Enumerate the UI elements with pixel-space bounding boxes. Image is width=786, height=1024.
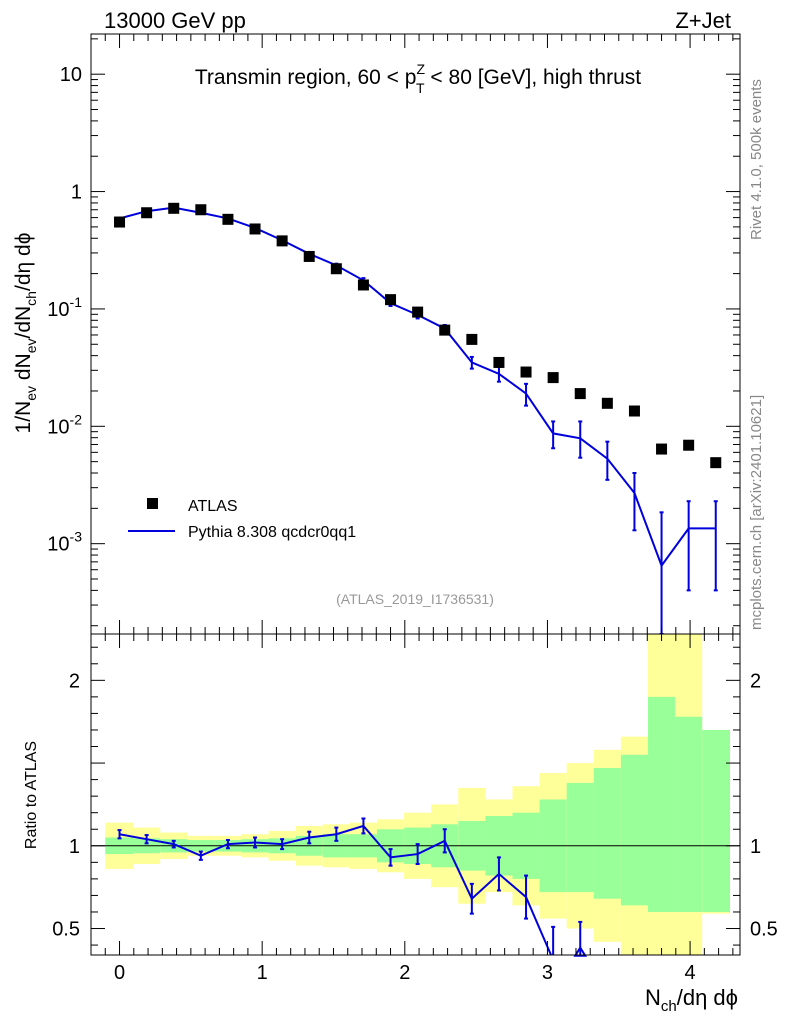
uncertainty-band-inner	[647, 696, 676, 912]
y-tick-label: 10-3	[47, 529, 82, 556]
atlas-data-point	[574, 388, 586, 400]
region-title-prefix: Transmin region, 60 < p	[195, 66, 417, 89]
atlas-data-point	[520, 366, 532, 378]
uncertainty-band-inner	[675, 716, 703, 912]
legend-atlas-marker	[147, 498, 158, 509]
uncertainty-band-inner	[620, 754, 648, 906]
atlas-data-point	[249, 223, 261, 235]
uncertainty-band-inner	[566, 782, 594, 893]
x-axis-label: Nch/dη dϕ	[645, 985, 738, 1015]
atlas-data-point	[628, 405, 640, 417]
atlas-data-point	[141, 207, 153, 219]
atlas-data-point	[276, 235, 288, 247]
ratio-ylabel: Ratio to ATLAS	[23, 741, 40, 849]
ratio-y-tick-label: 0.5	[52, 919, 80, 941]
region-title-sub: T	[416, 80, 425, 96]
legend-pythia-label: Pythia 8.308 qcdcr0qq1	[188, 524, 356, 541]
x-tick-label: 4	[685, 962, 696, 984]
ratio-y-tick-label-right: 0.5	[750, 919, 778, 941]
atlas-data-point	[710, 457, 722, 469]
main-plot-content	[114, 202, 722, 635]
atlas-data-point	[357, 279, 369, 291]
region-title-suffix: < 80 [GeV], high thrust	[425, 66, 642, 89]
ratio-ticks: 0.5 0.5 1 1 2 2 0 1 2 3 4	[52, 634, 778, 984]
y-tick-label: 10-1	[47, 294, 82, 321]
x-tick-label: 2	[399, 962, 410, 984]
atlas-data-point	[412, 306, 424, 318]
ratio-y-tick-label-right: 1	[750, 836, 761, 858]
ratio-y-tick-label: 2	[69, 670, 80, 692]
ratio-frame	[90, 633, 741, 956]
analysis-id: (ATLAS_2019_I1736531)	[336, 591, 494, 607]
ratio-plot-content	[91, 634, 740, 957]
atlas-data-point	[195, 204, 207, 216]
energy-label: 13000 GeV pp	[104, 8, 246, 33]
atlas-data-point	[303, 250, 315, 262]
legend-atlas-label: ATLAS	[188, 498, 238, 515]
main-y-ticks: 10-3 10-2 10-1 1 10	[47, 34, 740, 634]
atlas-data-point	[439, 324, 451, 336]
atlas-data-point	[222, 213, 234, 225]
y-tick-label: 1	[71, 182, 82, 204]
uncertainty-band-inner	[593, 768, 621, 899]
atlas-data-point	[114, 216, 126, 228]
ratio-offscale-marker	[573, 945, 588, 957]
x-tick-label: 3	[542, 962, 553, 984]
ratio-y-tick-label: 1	[69, 836, 80, 858]
atlas-data-point	[683, 439, 695, 451]
mcplots-label: mcplots.cern.ch [arXiv:2401.10621]	[748, 395, 765, 630]
x-tick-label: 0	[114, 962, 125, 984]
main-panel: 10-3 10-2 10-1 1 10 Transmin region, 60 < pZ…	[12, 33, 741, 635]
region-title: Transmin region, 60 < pZ T < 80 [GeV], hi…	[195, 61, 641, 96]
atlas-data-point	[493, 356, 505, 368]
y-tick-label: 10	[60, 64, 82, 86]
atlas-data-point	[547, 372, 559, 384]
region-title-sup: Z	[416, 61, 425, 77]
atlas-data-point	[330, 263, 342, 275]
atlas-data-point	[168, 202, 180, 214]
ratio-y-tick-label-right: 2	[750, 670, 761, 692]
process-label: Z+Jet	[675, 8, 731, 33]
atlas-data-point	[385, 294, 397, 306]
atlas-data-point	[656, 443, 668, 455]
x-tick-label: 1	[257, 962, 268, 984]
rivet-version-label: Rivet 4.1.0, 500k events	[748, 79, 765, 240]
main-frame	[90, 33, 741, 635]
atlas-data-point	[466, 333, 478, 345]
ratio-panel: 0.5 0.5 1 1 2 2 0 1 2 3 4 Ratio to ATLAS	[23, 633, 778, 984]
atlas-data-point	[601, 397, 613, 409]
uncertainty-band-inner	[702, 729, 731, 912]
y-tick-label: 10-2	[47, 411, 82, 438]
main-ylabel: 1/Nev dNev/dNch/dη dϕ	[12, 233, 39, 434]
